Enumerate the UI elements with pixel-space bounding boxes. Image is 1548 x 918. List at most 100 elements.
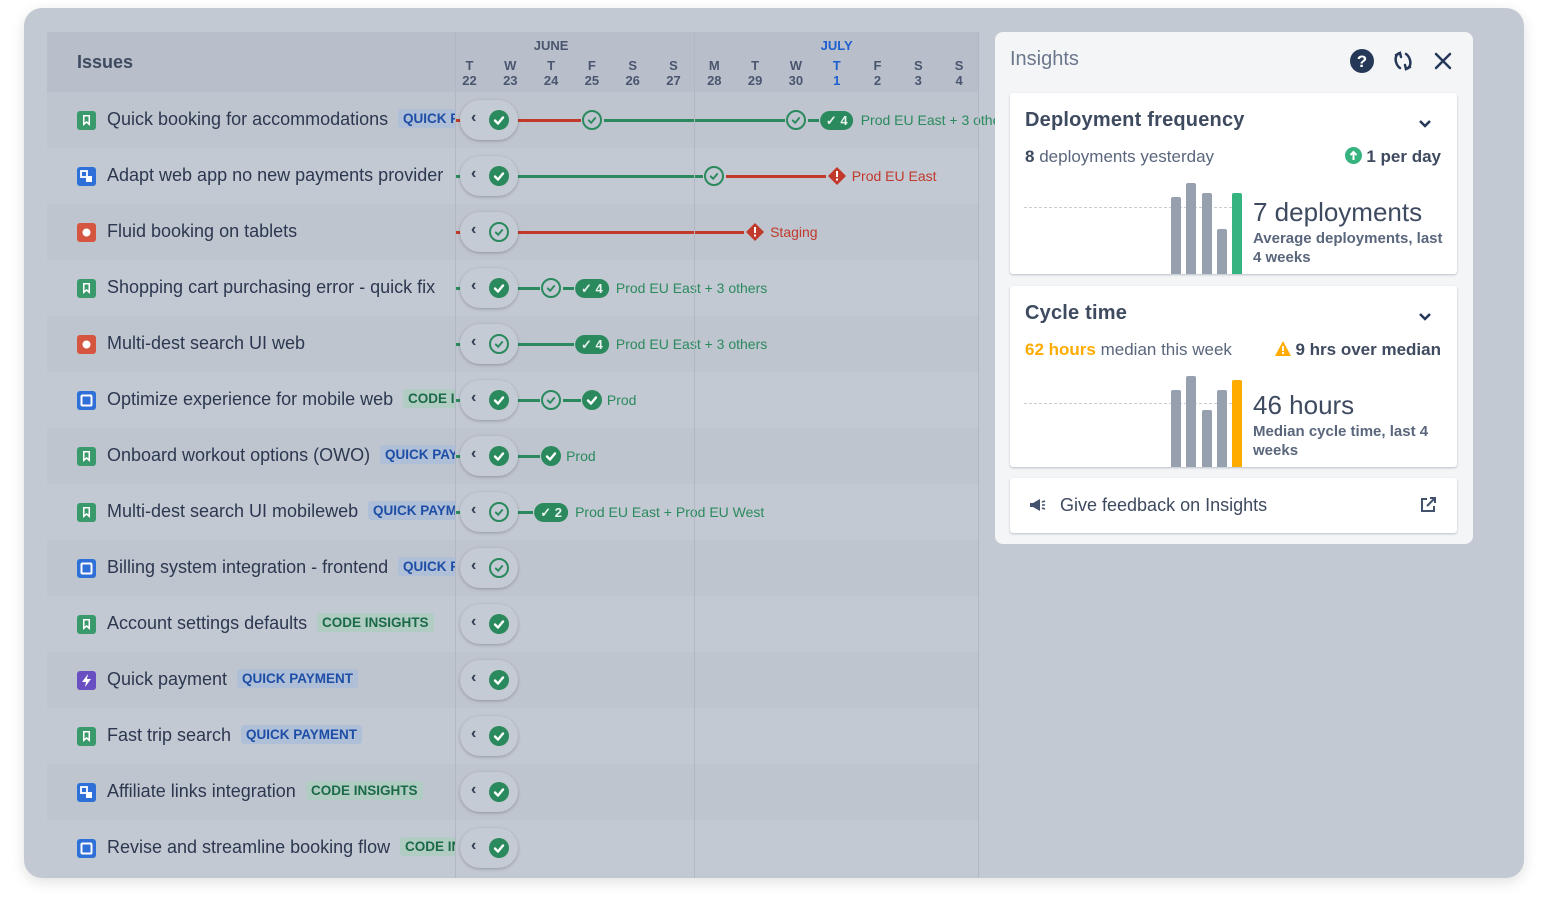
- issue-title[interactable]: Optimize experience for mobile web: [107, 389, 394, 409]
- timeline-line: [455, 399, 461, 402]
- check-circle-outline-icon: [489, 222, 509, 242]
- check-circle-outline-icon[interactable]: [541, 278, 562, 298]
- chevron-left-icon: ‹: [471, 781, 477, 798]
- timeline-line: [455, 343, 461, 346]
- deployment-timeline: ‹: [455, 820, 979, 876]
- feedback-button[interactable]: Give feedback on Insights: [1010, 478, 1457, 533]
- toggle-deployments-button[interactable]: ‹: [460, 604, 518, 644]
- epic-tag[interactable]: QUICK PAYMENT: [237, 669, 359, 688]
- timeline-line: [807, 119, 819, 122]
- help-icon[interactable]: ?: [1349, 48, 1375, 74]
- cycle-warning: 9 hrs over median: [1295, 340, 1441, 359]
- close-icon[interactable]: [1433, 51, 1453, 71]
- check-circle-filled-icon[interactable]: [541, 446, 562, 466]
- day-29: T 29: [747, 58, 763, 88]
- check-circle-filled-icon: [489, 782, 509, 802]
- epic-tag[interactable]: QUICK PAYMENT: [380, 445, 455, 464]
- issue-row[interactable]: Account settings defaults CODE INSIGHTS ‹: [47, 596, 979, 652]
- issue-title[interactable]: Quick booking for accommodations: [107, 109, 389, 129]
- issue-title[interactable]: Onboard workout options (OWO): [107, 445, 371, 465]
- toggle-deployments-button[interactable]: ‹: [460, 828, 518, 868]
- issue-row[interactable]: Optimize experience for mobile web CODE I…: [47, 372, 979, 428]
- epic-tag[interactable]: CODE INSIGHTS: [400, 837, 455, 856]
- epic-tag[interactable]: CODE INSIGHTS: [306, 781, 423, 800]
- deployment-count: 8: [1025, 147, 1035, 166]
- toggle-deployments-button[interactable]: ‹: [460, 380, 518, 420]
- error-diamond-icon[interactable]: [746, 223, 765, 241]
- toggle-deployments-button[interactable]: ‹: [460, 772, 518, 812]
- deployment-count-badge[interactable]: ✓ 2: [534, 503, 568, 522]
- timeline-line: [563, 399, 581, 402]
- issue-row[interactable]: Multi-dest search UI mobileweb QUICK PAYM…: [47, 484, 979, 540]
- toggle-deployments-button[interactable]: ‹: [460, 492, 518, 532]
- issue-title[interactable]: Revise and streamline booking flow: [107, 837, 391, 857]
- bug-icon: [77, 335, 96, 354]
- refresh-icon[interactable]: [1391, 49, 1415, 73]
- cycle-time-card[interactable]: Cycle time 62 hours median this week 9 h…: [1010, 286, 1457, 467]
- check-circle-outline-icon[interactable]: [541, 390, 562, 410]
- epic-tag[interactable]: QUICK PAYMENT: [241, 725, 363, 744]
- epic-tag[interactable]: CODE INSIGHTS: [317, 613, 434, 632]
- issue-title[interactable]: Billing system integration - frontend: [107, 557, 389, 577]
- issue-title[interactable]: Account settings defaults: [107, 613, 308, 633]
- issue-title[interactable]: Shopping cart purchasing error - quick f…: [107, 277, 436, 297]
- issue-row[interactable]: Multi-dest search UI web ✓ 4 Prod EU East …: [47, 316, 979, 372]
- check-circle-outline-icon: [489, 558, 509, 578]
- issue-row[interactable]: Fluid booking on tablets Staging ‹: [47, 204, 979, 260]
- environment-label: Prod: [566, 448, 596, 464]
- warning-icon: [1274, 341, 1291, 356]
- deployment-count-badge[interactable]: ✓ 4: [819, 111, 854, 130]
- chevron-down-icon[interactable]: [1417, 115, 1433, 131]
- issue-title[interactable]: Multi-dest search UI mobileweb: [107, 501, 359, 521]
- issue-row[interactable]: Revise and streamline booking flow CODE I…: [47, 820, 979, 876]
- toggle-deployments-button[interactable]: ‹: [460, 660, 518, 700]
- chevron-down-icon[interactable]: [1417, 308, 1433, 324]
- issue-row[interactable]: Affiliate links integration CODE INSIGHTS…: [47, 764, 979, 820]
- card-title: Cycle time: [1025, 302, 1128, 324]
- check-circle-outline-icon[interactable]: [785, 110, 806, 130]
- toggle-deployments-button[interactable]: ‹: [460, 212, 518, 252]
- deployment-count-badge[interactable]: ✓ 4: [575, 335, 609, 354]
- issue-row[interactable]: Adapt web app no new payments provider Pr…: [47, 148, 979, 204]
- deployment-timeline: ‹: [455, 596, 979, 652]
- check-circle-outline-icon[interactable]: [581, 110, 602, 130]
- epic-tag[interactable]: QUICK PAYMENT: [398, 557, 455, 576]
- subtask-icon: [77, 783, 96, 802]
- toggle-deployments-button[interactable]: ‹: [460, 716, 518, 756]
- issue-row[interactable]: Fast trip search QUICK PAYMENT ‹: [47, 708, 979, 764]
- issue-title[interactable]: Adapt web app no new payments provider: [107, 165, 444, 185]
- deployment-frequency-card[interactable]: Deployment frequency 8 deployments yeste…: [1010, 93, 1457, 274]
- chart-bar: [1216, 229, 1227, 274]
- chevron-left-icon: ‹: [471, 165, 477, 182]
- toggle-deployments-button[interactable]: ‹: [460, 324, 518, 364]
- chart-bar: [1186, 183, 1197, 274]
- issue-title[interactable]: Multi-dest search UI web: [107, 333, 306, 353]
- deployment-count-badge[interactable]: ✓ 4: [575, 279, 609, 298]
- timeline-line: [455, 455, 461, 458]
- issue-row[interactable]: Quick booking for accommodations QUICK PA…: [47, 92, 1012, 148]
- toggle-deployments-button[interactable]: ‹: [460, 268, 518, 308]
- toggle-deployments-button[interactable]: ‹: [460, 100, 518, 140]
- epic-tag[interactable]: QUICK PAYMENT: [398, 109, 455, 128]
- check-circle-filled-icon[interactable]: [581, 390, 602, 410]
- issue-row[interactable]: Shopping cart purchasing error - quick f…: [47, 260, 979, 316]
- issue-row[interactable]: Quick payment QUICK PAYMENT ‹: [47, 652, 979, 708]
- insights-panel: Insights ? Deployment frequency 8 deploy…: [995, 32, 1473, 544]
- epic-tag[interactable]: QUICK PAYMENT: [368, 501, 455, 520]
- external-link-icon: [1421, 497, 1436, 512]
- check-circle-outline-icon[interactable]: [704, 166, 725, 186]
- toggle-deployments-button[interactable]: ‹: [460, 436, 518, 476]
- epic-tag[interactable]: CODE INSIGHTS: [403, 389, 455, 408]
- issue-title[interactable]: Affiliate links integration: [107, 781, 296, 801]
- issue-title[interactable]: Fluid booking on tablets: [107, 221, 298, 241]
- toggle-deployments-button[interactable]: ‹: [460, 156, 518, 196]
- issue-title[interactable]: Quick payment: [107, 669, 228, 689]
- issue-row[interactable]: Onboard workout options (OWO) QUICK PAYME…: [47, 428, 979, 484]
- story-icon: [77, 111, 96, 130]
- error-diamond-icon[interactable]: [827, 167, 846, 185]
- issue-row[interactable]: Billing system integration - frontend QUI…: [47, 540, 979, 596]
- issue-title[interactable]: Fast trip search: [107, 725, 232, 745]
- deployment-average: 7 deployments: [1253, 197, 1423, 227]
- toggle-deployments-button[interactable]: ‹: [460, 548, 518, 588]
